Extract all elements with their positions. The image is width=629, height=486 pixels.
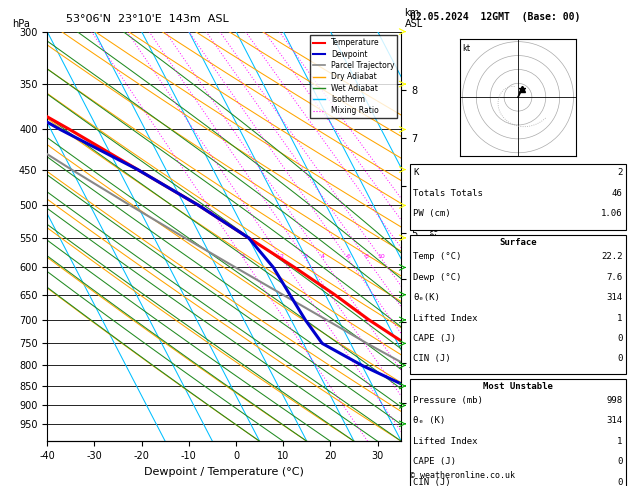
Text: 53°06'N  23°10'E  143m  ASL: 53°06'N 23°10'E 143m ASL xyxy=(66,14,229,24)
Y-axis label: Mixing Ratio (g/kg): Mixing Ratio (g/kg) xyxy=(426,191,437,282)
Text: 0: 0 xyxy=(617,478,623,486)
Text: 0: 0 xyxy=(617,354,623,364)
Text: θₑ(K): θₑ(K) xyxy=(413,293,440,302)
Text: Surface: Surface xyxy=(499,238,537,247)
Text: 998: 998 xyxy=(606,396,623,405)
Text: 6: 6 xyxy=(346,254,350,259)
Text: © weatheronline.co.uk: © weatheronline.co.uk xyxy=(410,471,515,480)
Text: Temp (°C): Temp (°C) xyxy=(413,252,462,261)
Text: CAPE (J): CAPE (J) xyxy=(413,457,456,466)
Text: 1.06: 1.06 xyxy=(601,209,623,218)
Text: 4: 4 xyxy=(321,254,325,259)
Text: 1: 1 xyxy=(617,437,623,446)
Text: km
ASL: km ASL xyxy=(404,8,423,29)
Text: 1: 1 xyxy=(617,313,623,323)
Text: Lifted Index: Lifted Index xyxy=(413,437,478,446)
Text: 2: 2 xyxy=(617,168,623,177)
Text: 1: 1 xyxy=(242,254,246,259)
Text: 0: 0 xyxy=(617,334,623,343)
Text: kt: kt xyxy=(462,44,470,53)
Text: 02.05.2024  12GMT  (Base: 00): 02.05.2024 12GMT (Base: 00) xyxy=(410,12,581,22)
Text: 2: 2 xyxy=(280,254,284,259)
Text: CIN (J): CIN (J) xyxy=(413,478,451,486)
Text: 22.2: 22.2 xyxy=(601,252,623,261)
Legend: Temperature, Dewpoint, Parcel Trajectory, Dry Adiabat, Wet Adiabat, Isotherm, Mi: Temperature, Dewpoint, Parcel Trajectory… xyxy=(310,35,398,118)
Text: -2LCL: -2LCL xyxy=(408,363,431,372)
Text: 10: 10 xyxy=(377,254,386,259)
Text: Dewp (°C): Dewp (°C) xyxy=(413,273,462,282)
Text: CAPE (J): CAPE (J) xyxy=(413,334,456,343)
Text: hPa: hPa xyxy=(13,19,30,29)
Text: 314: 314 xyxy=(606,293,623,302)
Text: CIN (J): CIN (J) xyxy=(413,354,451,364)
Text: 314: 314 xyxy=(606,417,623,425)
Text: Totals Totals: Totals Totals xyxy=(413,189,483,198)
Text: θₑ (K): θₑ (K) xyxy=(413,417,445,425)
Text: 8: 8 xyxy=(365,254,369,259)
Text: 0: 0 xyxy=(617,457,623,466)
Text: 7.6: 7.6 xyxy=(606,273,623,282)
Text: K: K xyxy=(413,168,419,177)
X-axis label: Dewpoint / Temperature (°C): Dewpoint / Temperature (°C) xyxy=(144,467,304,477)
Text: 3: 3 xyxy=(303,254,308,259)
Text: 46: 46 xyxy=(612,189,623,198)
Text: Pressure (mb): Pressure (mb) xyxy=(413,396,483,405)
Text: PW (cm): PW (cm) xyxy=(413,209,451,218)
Text: Lifted Index: Lifted Index xyxy=(413,313,478,323)
Text: Most Unstable: Most Unstable xyxy=(483,382,553,391)
